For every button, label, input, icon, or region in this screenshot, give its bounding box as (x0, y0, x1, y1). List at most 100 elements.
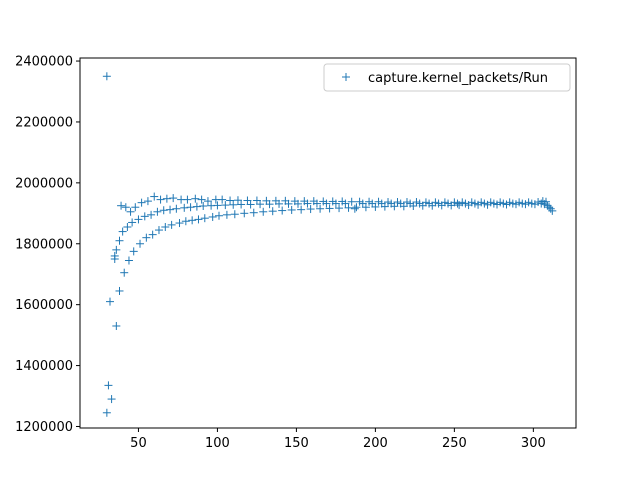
data-point (322, 199, 331, 208)
data-point (129, 247, 138, 256)
data-point (230, 210, 239, 219)
data-point (453, 199, 462, 208)
data-point (341, 199, 350, 208)
data-point (110, 254, 119, 263)
data-point (169, 194, 178, 203)
data-point (154, 226, 163, 235)
data-point (352, 203, 361, 212)
data-point (115, 236, 124, 245)
data-point (140, 212, 149, 221)
data-point (143, 197, 152, 206)
data-point (325, 204, 334, 213)
data-point (188, 216, 197, 225)
data-point (153, 207, 162, 216)
data-point (303, 199, 312, 208)
data-point (347, 197, 356, 206)
data-point (186, 203, 195, 212)
data-point (120, 268, 129, 277)
y-tick-label: 1800000 (15, 237, 73, 252)
data-points (102, 72, 557, 417)
data-point (306, 205, 315, 214)
data-point (156, 195, 165, 204)
data-point (399, 202, 408, 211)
data-point (197, 195, 206, 204)
data-point (159, 206, 168, 215)
data-point (218, 195, 227, 204)
data-point (162, 194, 171, 203)
data-point (102, 72, 111, 81)
y-tick-label: 1600000 (15, 298, 73, 313)
data-point (237, 200, 246, 209)
y-tick-label: 1400000 (15, 359, 73, 374)
legend-marker-icon (342, 73, 350, 81)
data-point (194, 215, 203, 224)
data-point (181, 217, 190, 226)
data-point (541, 197, 550, 206)
data-point (240, 209, 249, 218)
data-point (123, 223, 132, 232)
data-point (183, 195, 192, 204)
data-point (199, 202, 208, 210)
data-point (192, 202, 201, 211)
legend: capture.kernel_packets/Run (323, 63, 571, 92)
data-point (208, 212, 217, 221)
y-tick-label: 2400000 (15, 55, 73, 70)
data-point (546, 204, 555, 213)
data-point (161, 223, 170, 232)
x-tick-label: 250 (442, 436, 467, 451)
data-point (200, 214, 209, 223)
data-point (147, 210, 156, 219)
legend-label: capture.kernel_packets/Run (368, 71, 548, 86)
data-point (268, 207, 277, 216)
data-point (344, 203, 353, 212)
x-tick-label: 50 (130, 436, 147, 451)
data-point (256, 200, 265, 209)
data-point (246, 200, 255, 209)
data-point (361, 203, 370, 212)
data-point (203, 197, 212, 206)
data-point (297, 205, 306, 214)
data-point (390, 202, 399, 211)
data-point (107, 395, 116, 404)
data-point (166, 205, 175, 214)
data-point (548, 206, 557, 215)
data-point (121, 203, 130, 212)
data-point (167, 220, 176, 229)
legend-box (323, 63, 571, 92)
data-point (335, 204, 344, 213)
x-tick-label: 100 (205, 436, 230, 451)
data-point (137, 198, 146, 207)
data-point (104, 381, 113, 390)
data-point (115, 286, 124, 295)
data-point (175, 219, 184, 228)
data-point (249, 208, 258, 217)
data-point (284, 199, 293, 208)
y-tick-label: 1200000 (15, 420, 73, 435)
data-point (117, 201, 126, 210)
data-point (112, 321, 121, 330)
data-point (102, 408, 111, 417)
data-point (293, 199, 302, 208)
data-point (287, 205, 296, 214)
data-point (213, 201, 222, 210)
y-axis: 1200000 1400000 1600000 1800000 2000000 22000… (15, 55, 80, 435)
x-tick-label: 300 (521, 436, 546, 451)
data-point (278, 206, 287, 215)
x-tick-label: 150 (284, 436, 309, 451)
data-point (222, 210, 231, 219)
data-point (259, 207, 268, 216)
data-point (226, 196, 235, 205)
data-point (148, 230, 157, 239)
data-point (191, 194, 200, 203)
x-axis: 50 100 150 200 250 300 (130, 428, 546, 451)
data-point (106, 297, 115, 306)
data-point (275, 199, 284, 208)
data-point (215, 211, 224, 220)
data-point (265, 200, 274, 209)
data-point (124, 256, 133, 265)
data-point (112, 245, 121, 254)
data-point (118, 227, 127, 236)
data-point (371, 202, 380, 211)
data-point (150, 192, 159, 201)
